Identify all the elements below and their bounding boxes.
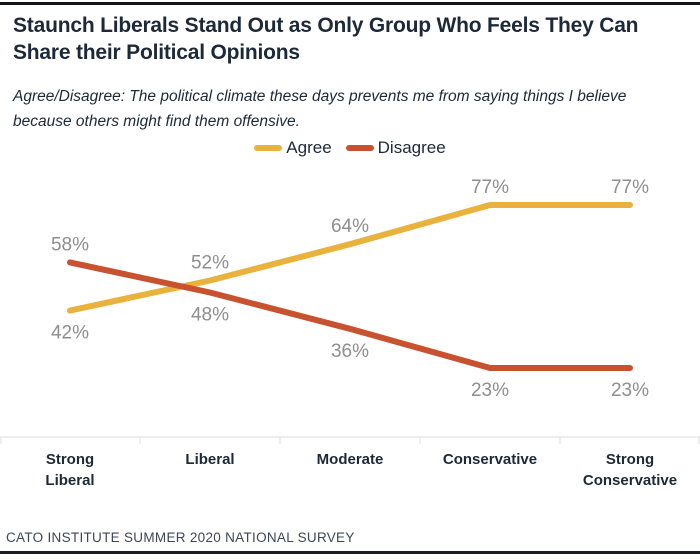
x-axis-label: Strong Liberal (45, 451, 95, 489)
data-label-disagree: 23% (611, 380, 649, 401)
data-label-disagree: 23% (471, 380, 509, 401)
legend-label: Disagree (377, 138, 446, 157)
x-axis-label: Strong Conservative (582, 451, 678, 489)
chart-source-note: CATO INSTITUTE SUMMER 2020 NATIONAL SURV… (6, 530, 355, 545)
top-rule (0, 2, 700, 5)
x-axis-label: Conservative (442, 451, 538, 468)
data-label-agree: 77% (611, 177, 649, 198)
x-axis-label: Moderate (316, 451, 384, 468)
data-label-disagree: 36% (331, 341, 369, 362)
legend-swatch-agree (254, 145, 283, 151)
series-line-disagree (67, 259, 633, 371)
data-label-agree: 77% (471, 177, 509, 198)
data-label-disagree: 48% (191, 305, 229, 326)
bottom-rule (0, 551, 700, 554)
legend-item-disagree: Disagree (345, 138, 446, 158)
data-label-agree: 64% (331, 216, 369, 237)
chart-subtitle: Agree/Disagree: The political climate th… (13, 88, 627, 130)
series-line-agree (67, 202, 633, 314)
data-label-agree: 52% (191, 253, 229, 274)
legend-label: Agree (286, 138, 332, 157)
x-axis-labels: Strong Liberal Liberal Moderate Conservativ… (0, 449, 700, 491)
data-label-agree: 42% (51, 323, 89, 344)
legend-swatch-disagree (345, 145, 374, 151)
chart-title: Staunch Liberals Stand Out as Only Group… (13, 14, 639, 64)
x-axis-label: Liberal (185, 451, 235, 468)
legend-item-agree: Agree (254, 138, 332, 158)
data-label-disagree: 58% (51, 234, 89, 255)
line-chart-svg: 42% 52% 64% 77% 77% 58% 48% 36% 23% 23% (0, 177, 700, 444)
chart-legend: Agree Disagree (0, 138, 700, 158)
